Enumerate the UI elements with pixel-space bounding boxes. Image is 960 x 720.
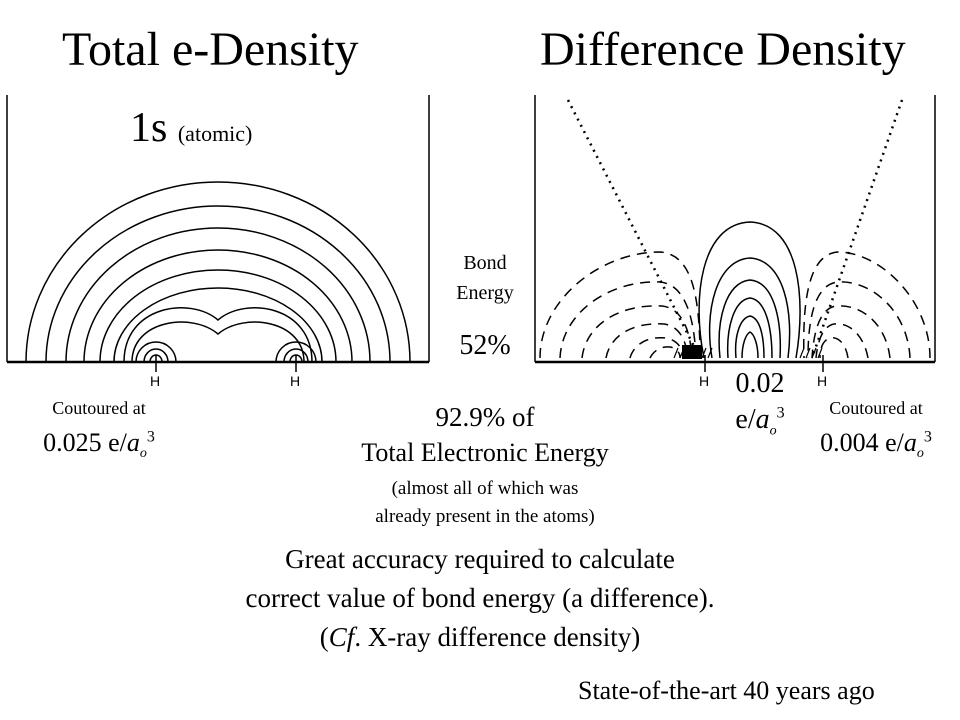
- left-title: Total e-Density: [62, 23, 359, 76]
- peak-unit: e/ao3: [708, 404, 812, 440]
- right-contour-value: 0.004 e/ao3: [796, 428, 956, 462]
- right-contour-unit: a: [903, 428, 917, 457]
- right-title: Difference Density: [540, 23, 906, 76]
- left-atom-label-2: H: [290, 373, 301, 389]
- orbital-note: (atomic): [177, 121, 253, 146]
- energy-total: Total Electronic Energy: [361, 438, 609, 467]
- left-contour-number: 0.025 e/: [43, 428, 127, 457]
- conclusion-cf: Cf: [328, 622, 355, 652]
- right-atom-label-1: H: [699, 373, 710, 389]
- right-contour-sub: o: [916, 446, 924, 462]
- peak-unit-prefix: e/: [735, 404, 756, 435]
- conclusion-open-paren: (: [319, 622, 329, 652]
- peak-unit-sub: o: [769, 423, 777, 439]
- bond-energy-value: 52%: [459, 330, 511, 361]
- energy-note-line4: already present in the atoms): [375, 506, 595, 527]
- footer-note: State-of-the-art 40 years ago: [578, 676, 875, 705]
- left-contour-sub: o: [139, 446, 147, 462]
- conclusion-line1: Great accuracy required to calculate: [285, 544, 675, 574]
- bond-energy-line1: Bond: [463, 252, 507, 274]
- bond-energy-label: Bond Energy: [432, 248, 538, 308]
- bond-energy-line2: Energy: [456, 282, 514, 304]
- right-contour-caption: Coutoured at: [829, 398, 923, 418]
- orbital-name: 1s: [130, 105, 168, 151]
- right-contour-number: 0.004 e/: [820, 428, 904, 457]
- energy-percent: 92.9% of: [435, 402, 535, 432]
- conclusion-line3: (Cf. X-ray difference density): [160, 622, 800, 653]
- conclusion-rest: . X-ray difference density): [354, 622, 641, 652]
- peak-unit-sup: 3: [776, 404, 785, 422]
- right-contour-sup: 3: [923, 428, 932, 446]
- difference-density-plot: [534, 95, 936, 372]
- left-contour-value: 0.025 e/ao3: [14, 428, 184, 462]
- orbital-label: 1s (atomic): [130, 104, 252, 152]
- peak-value: 0.02: [735, 368, 785, 399]
- right-atom-label-2: H: [817, 373, 828, 389]
- left-contour-unit: a: [126, 428, 140, 457]
- total-density-plot: [6, 95, 430, 372]
- conclusion-line2: correct value of bond energy (a differen…: [245, 583, 715, 613]
- left-contour-sup: 3: [146, 428, 155, 446]
- left-atom-label-1: H: [150, 373, 161, 389]
- energy-note-line3: (almost all of which was: [391, 478, 579, 499]
- left-contour-caption: Coutoured at: [52, 398, 146, 418]
- peak-unit-a: a: [755, 404, 770, 435]
